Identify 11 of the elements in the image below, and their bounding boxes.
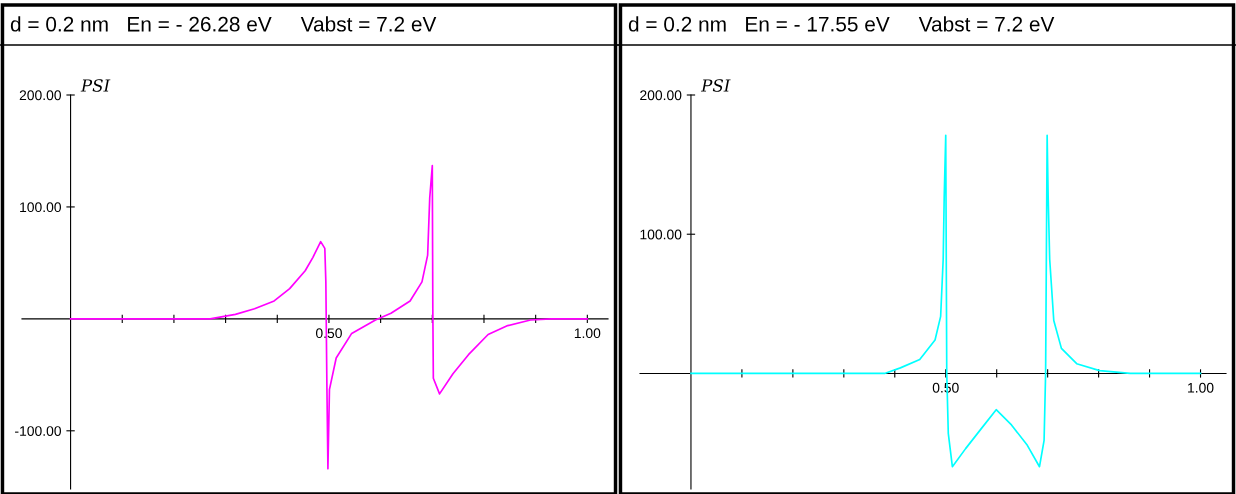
y-tick-label: 200.00	[19, 90, 62, 101]
x-tick-label: 1.00	[574, 328, 601, 339]
y-tick-label: 100.00	[20, 202, 62, 213]
chart-title: d = 0.2 nm En = - 26.28 eV Vabst = 7.2 eV	[10, 16, 437, 32]
y-tick-label: 100.00	[640, 229, 682, 240]
x-tick-label: 1.00	[1188, 382, 1214, 393]
y-axis-title: PSI	[80, 79, 111, 92]
y-axis-title: PSI	[700, 79, 731, 92]
y-tick-label: 200.00	[640, 90, 682, 101]
y-tick-label: -100.00	[15, 426, 62, 436]
chart-title: d = 0.2 nm En = - 17.55 eV Vabst = 7.2 eV	[628, 16, 1055, 32]
